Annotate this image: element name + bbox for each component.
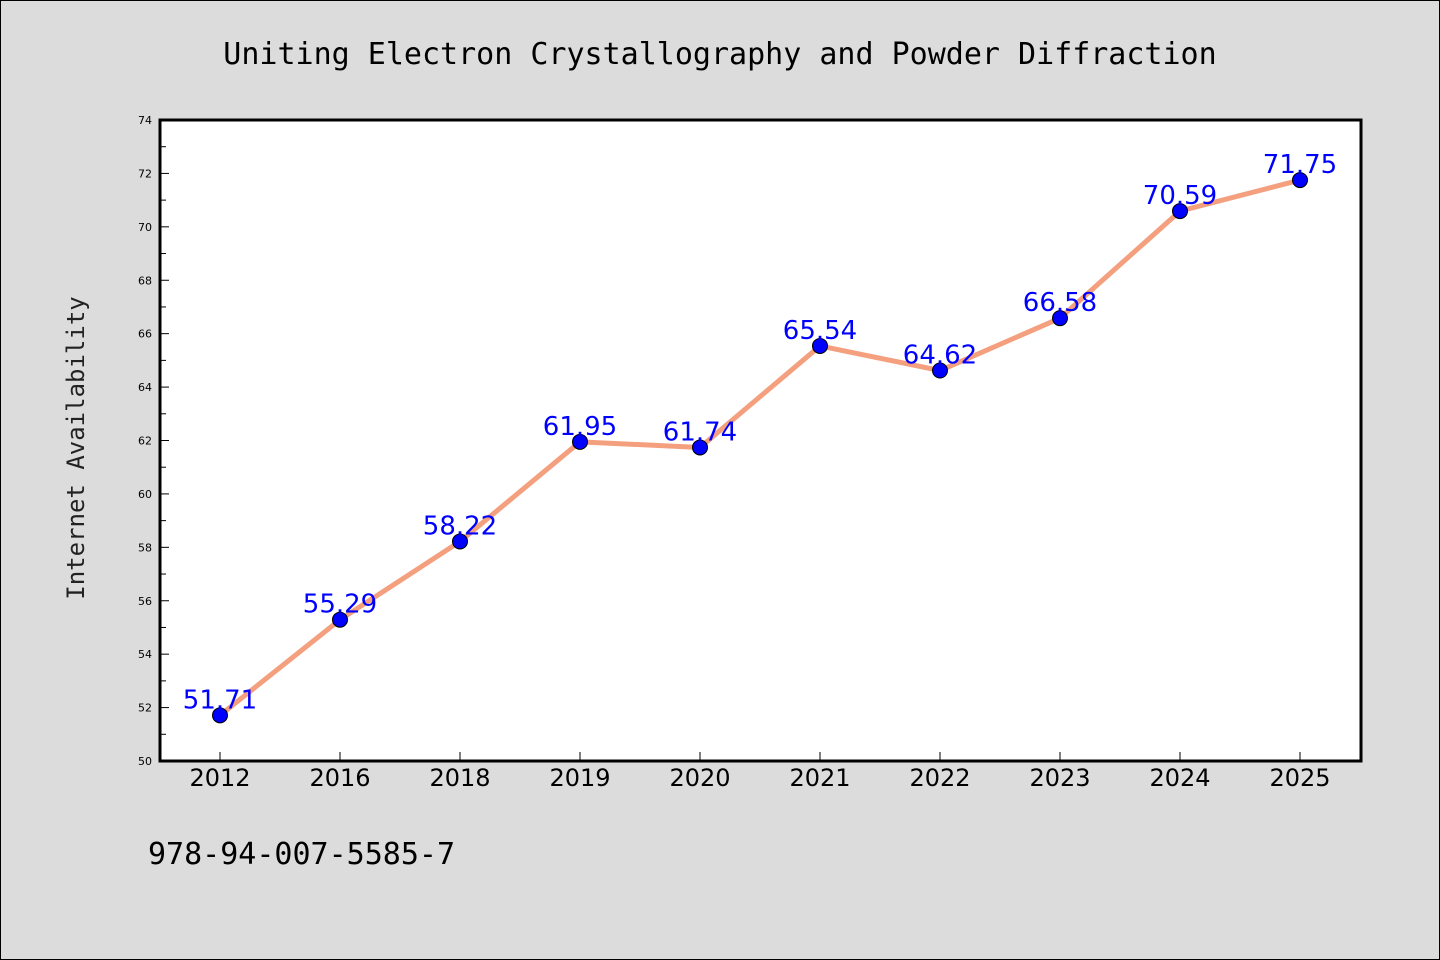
x-tick-label: 2024 bbox=[1149, 764, 1210, 792]
y-tick-label: 60 bbox=[138, 488, 152, 501]
y-tick-label: 66 bbox=[138, 328, 152, 341]
data-point bbox=[932, 362, 948, 379]
data-labels: 51.71 55.29 58.22 61.95 61.74 65.54 64.62 66.58… bbox=[183, 150, 1337, 715]
y-tick-label: 54 bbox=[138, 648, 152, 661]
x-tick-label: 2019 bbox=[549, 764, 610, 792]
x-tick-label: 2021 bbox=[789, 764, 850, 792]
footer-isbn: 978-94-007-5585-7 bbox=[148, 837, 455, 872]
x-tick-label: 2020 bbox=[669, 764, 730, 792]
x-tick-label: 2018 bbox=[429, 764, 490, 792]
data-point bbox=[452, 533, 468, 550]
x-tick-label: 2012 bbox=[189, 764, 250, 792]
y-tick-label: 52 bbox=[138, 702, 152, 715]
data-label: 58.22 bbox=[423, 511, 497, 541]
y-tick-label: 64 bbox=[138, 381, 152, 394]
data-point bbox=[692, 439, 708, 456]
y-tick-label: 56 bbox=[138, 595, 152, 608]
y-axis-label: Internet Availability bbox=[62, 296, 90, 599]
x-tick-label: 2023 bbox=[1029, 764, 1090, 792]
x-tick-label: 2025 bbox=[1269, 764, 1330, 792]
y-tick-label: 62 bbox=[138, 435, 152, 448]
x-axis: 2012 2016 2018 2019 2020 2021 2022 2023 2024 2025 bbox=[189, 752, 1331, 792]
plot-frame bbox=[158, 118, 1363, 763]
data-point bbox=[1052, 310, 1068, 327]
data-point bbox=[1172, 203, 1188, 220]
data-point bbox=[1292, 172, 1308, 189]
y-tick-label: 70 bbox=[138, 221, 152, 234]
y-tick-label: 68 bbox=[138, 274, 152, 287]
data-label: 61.95 bbox=[543, 412, 617, 442]
x-tick-label: 2022 bbox=[909, 764, 970, 792]
data-label: 64.62 bbox=[903, 341, 977, 371]
data-point bbox=[332, 611, 348, 628]
y-tick-label: 58 bbox=[138, 541, 152, 554]
chart-title: Uniting Electron Crystallography and Pow… bbox=[223, 37, 1216, 72]
data-label: 61.74 bbox=[663, 417, 737, 447]
data-point bbox=[572, 433, 588, 450]
y-tick-label: 72 bbox=[138, 167, 152, 180]
data-label: 71.75 bbox=[1263, 150, 1337, 180]
data-label: 55.29 bbox=[303, 590, 377, 620]
data-label: 51.71 bbox=[183, 685, 257, 715]
data-point bbox=[212, 707, 228, 724]
data-markers bbox=[212, 172, 1308, 724]
series-line bbox=[217, 177, 1303, 718]
data-label: 65.54 bbox=[783, 316, 857, 346]
y-tick-label: 50 bbox=[138, 755, 152, 768]
y-axis: 50 52 54 56 58 60 62 64 66 68 70 72 74 bbox=[138, 114, 169, 768]
data-point bbox=[812, 337, 828, 354]
y-tick-label: 74 bbox=[138, 114, 152, 127]
x-tick-label: 2016 bbox=[309, 764, 370, 792]
data-label: 66.58 bbox=[1023, 288, 1097, 318]
data-label: 70.59 bbox=[1143, 181, 1217, 211]
